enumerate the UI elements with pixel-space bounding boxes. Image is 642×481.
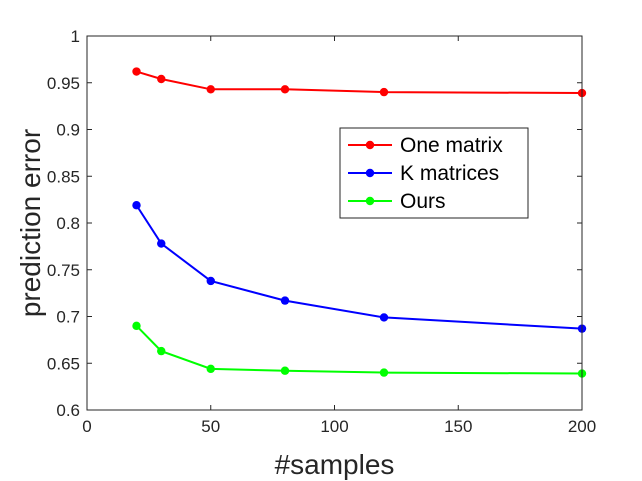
y-tick-label: 0.8: [56, 214, 80, 233]
x-tick-label: 50: [201, 417, 220, 436]
legend-marker-ours: [365, 196, 375, 206]
data-point-ours: [157, 346, 166, 356]
x-tick-label: 0: [82, 417, 91, 436]
data-point-k-matrices: [132, 201, 141, 210]
legend-label-ours: Ours: [400, 190, 446, 213]
legend-label-one-matrix: One matrix: [400, 134, 503, 157]
data-point-ours: [132, 321, 141, 331]
y-tick-label: 0.75: [47, 261, 80, 280]
y-tick-label: 0.65: [47, 354, 80, 373]
x-tick-label: 150: [444, 417, 472, 436]
y-tick-label: 0.85: [47, 167, 80, 186]
data-point-ours: [379, 368, 389, 377]
plot-background: [87, 36, 582, 410]
x-tick-label: 200: [568, 417, 596, 436]
legend: One matrix K matrices Ours: [339, 127, 529, 219]
y-tick-label: 0.9: [56, 121, 80, 140]
data-point-one-matrix: [379, 87, 389, 97]
data-point-k-matrices: [280, 296, 290, 305]
legend-label-k-matrices: K matrices: [400, 162, 499, 185]
y-axis: 0.6 0.65 0.7 0.75 0.8 0.85 0.9 0.95 1: [47, 27, 582, 420]
y-tick-label: 0.7: [56, 308, 80, 327]
y-tick-label: 0.6: [56, 401, 80, 420]
data-point-k-matrices: [206, 276, 215, 286]
legend-marker-k-matrices: [365, 168, 375, 178]
x-axis-title: #samples: [275, 449, 395, 480]
series-line-one-matrix: [136, 70, 583, 95]
data-point-k-matrices: [379, 313, 389, 322]
series-line-ours: [135, 325, 583, 375]
x-tick-label: 100: [320, 417, 348, 436]
series-ours: [132, 321, 587, 378]
y-axis-title: prediction error: [15, 129, 46, 317]
x-axis: 0 50 100 150 200: [82, 36, 596, 436]
series-k-matrices: [132, 201, 587, 333]
data-point-one-matrix: [132, 67, 141, 76]
series-line-k-matrices: [135, 204, 583, 330]
y-tick-label: 1: [71, 27, 80, 46]
data-point-ours: [280, 366, 290, 375]
data-point-one-matrix: [280, 85, 290, 94]
data-point-ours: [206, 364, 215, 374]
data-point-one-matrix: [157, 74, 166, 84]
legend-marker-one-matrix: [365, 140, 375, 150]
data-point-k-matrices: [157, 239, 166, 248]
y-tick-label: 0.95: [47, 74, 80, 93]
data-point-one-matrix: [206, 85, 215, 94]
